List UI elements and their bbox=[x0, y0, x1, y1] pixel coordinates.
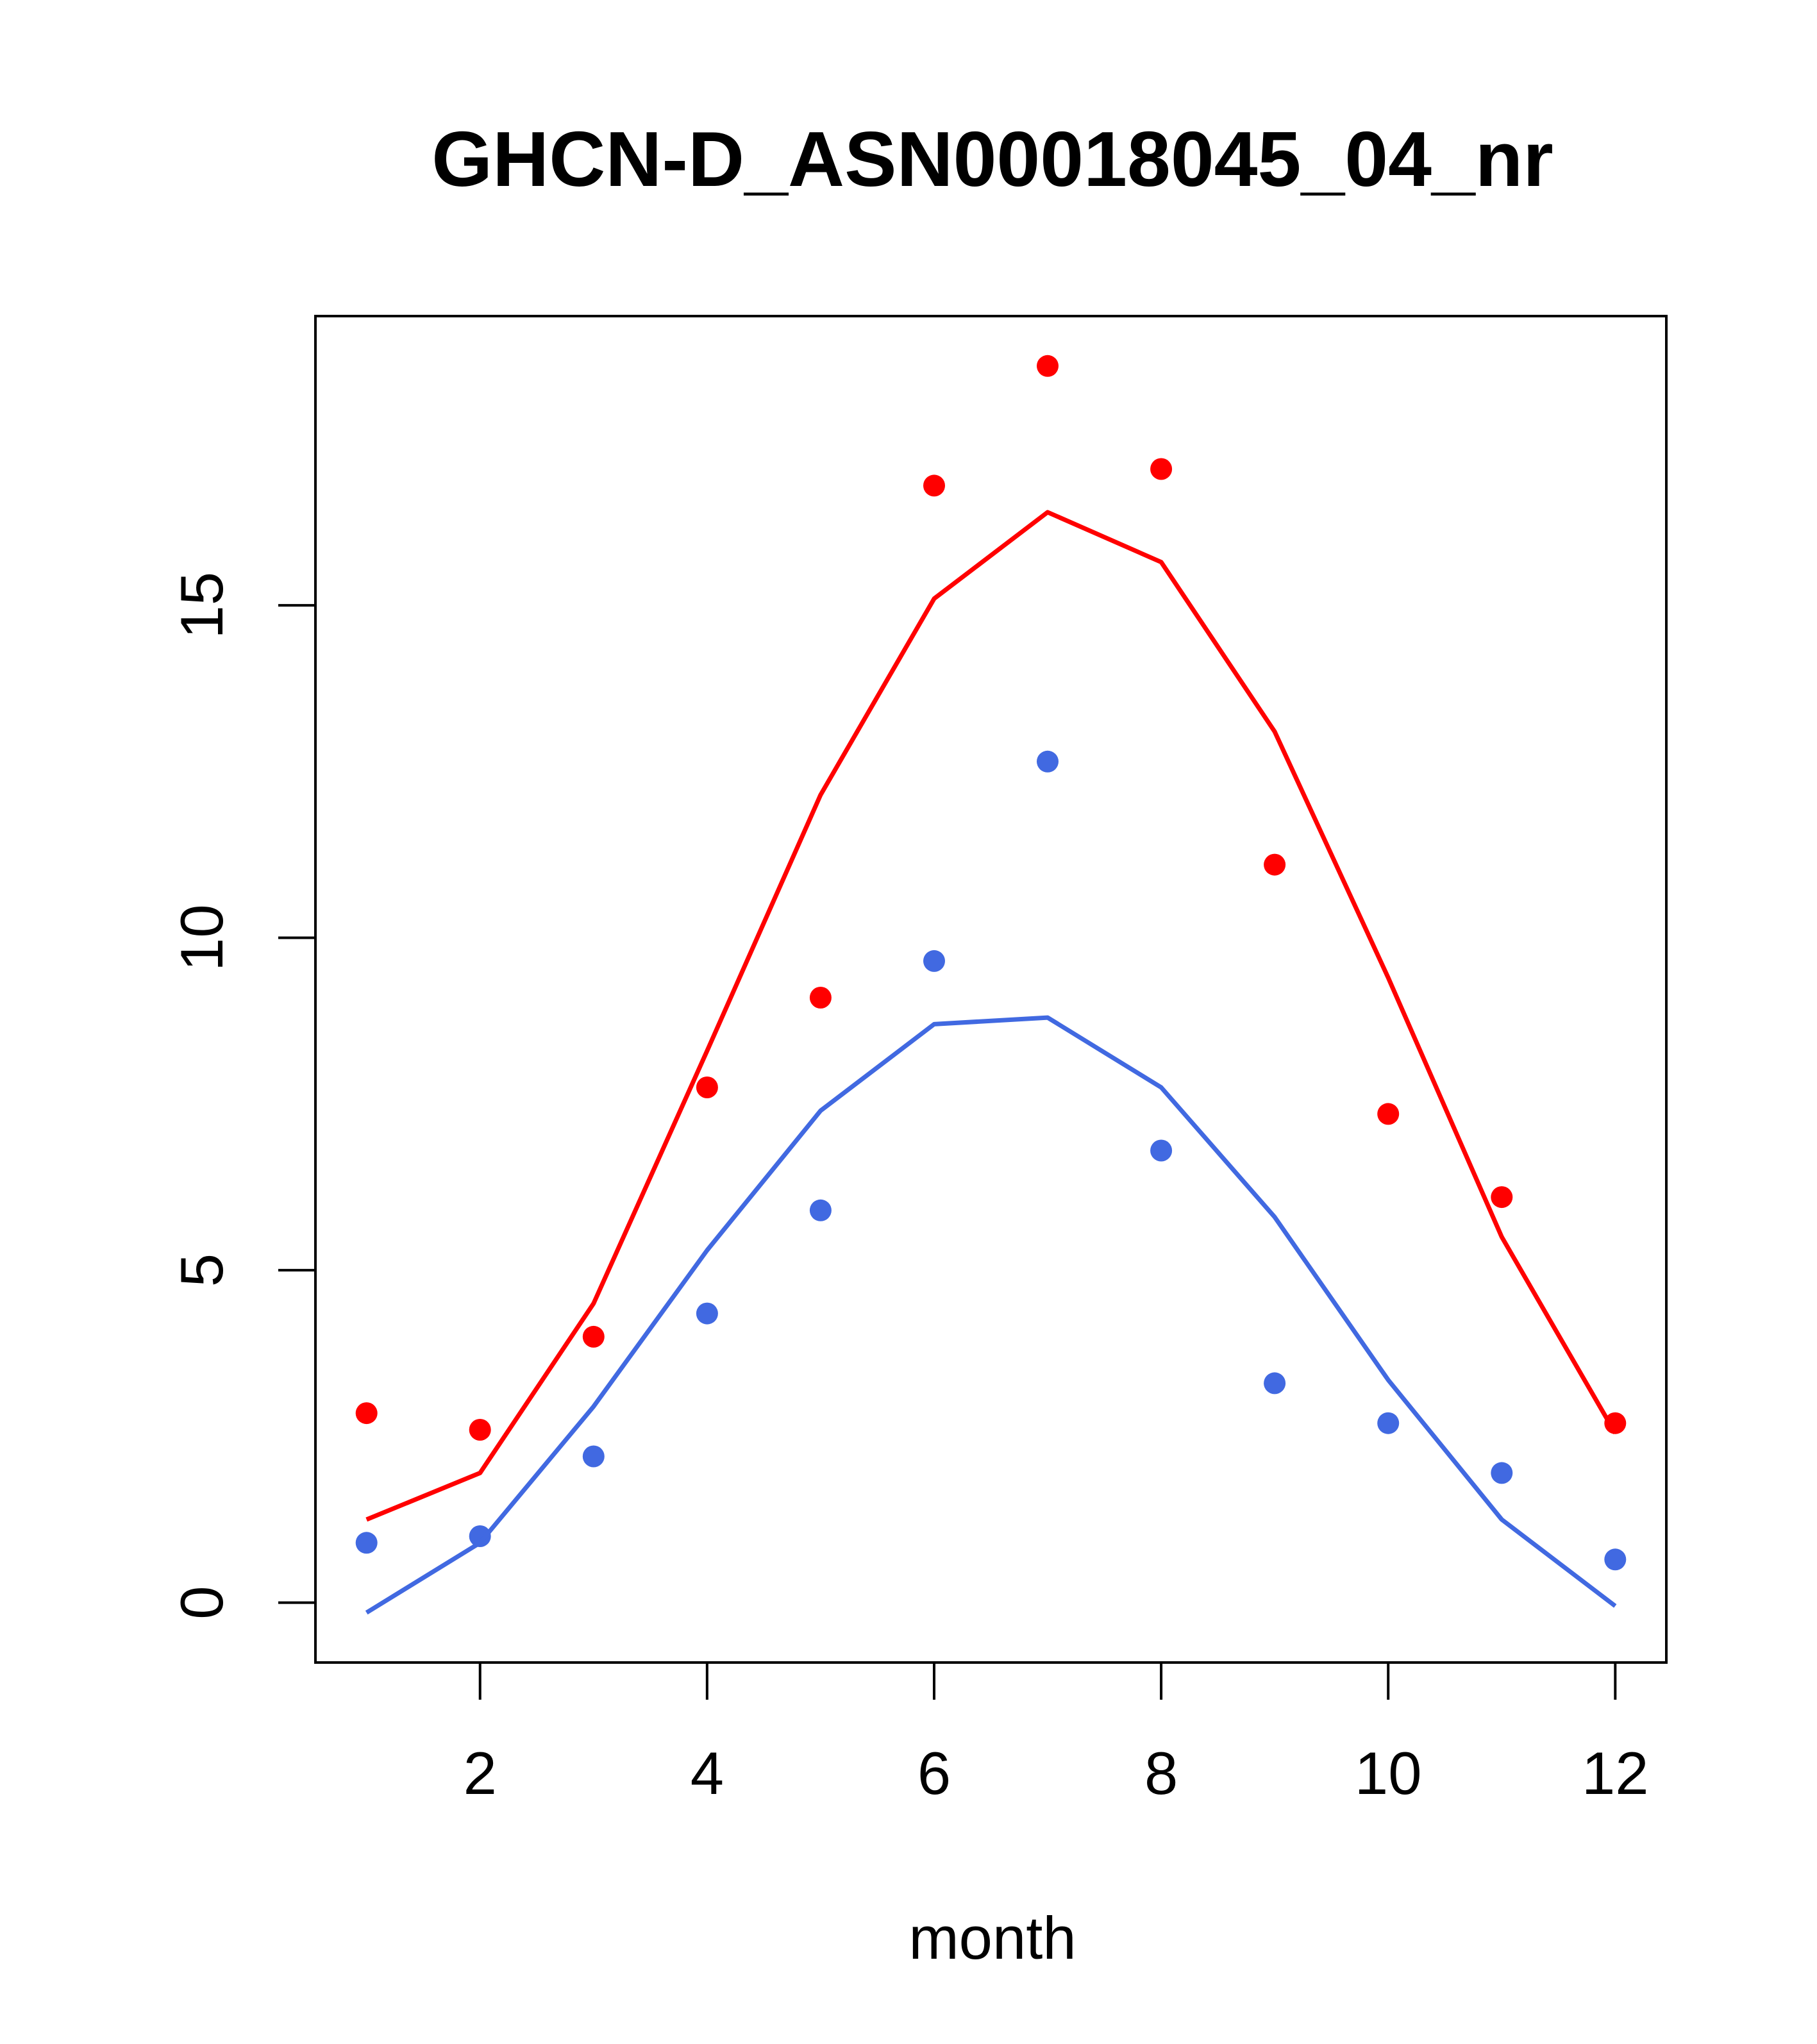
x-tick-label: 2 bbox=[464, 1739, 497, 1807]
x-tick-label: 6 bbox=[917, 1739, 951, 1807]
series-2-point bbox=[809, 1199, 832, 1221]
series-1-line bbox=[365, 510, 1618, 1522]
series-2-point bbox=[1604, 1548, 1627, 1571]
series-0-point bbox=[469, 1419, 491, 1441]
series-2-point bbox=[582, 1445, 605, 1468]
y-tick-label: 5 bbox=[168, 1253, 235, 1287]
x-axis-title: month bbox=[908, 1904, 1076, 1972]
y-tick-label: 10 bbox=[168, 904, 235, 971]
series-2-point bbox=[1150, 1139, 1173, 1162]
series-0-point bbox=[809, 987, 832, 1009]
series-0-point bbox=[1604, 1412, 1627, 1434]
series-2-point bbox=[923, 950, 945, 972]
series-2-point bbox=[1377, 1412, 1400, 1434]
series-2-point bbox=[1491, 1462, 1513, 1484]
series-0-point bbox=[1037, 355, 1059, 377]
x-tick-label: 12 bbox=[1582, 1739, 1649, 1807]
series-3-line bbox=[365, 1015, 1617, 1615]
series-0-point bbox=[1491, 1186, 1513, 1209]
series-0-point bbox=[1150, 458, 1173, 480]
x-axis: 2 4 6 8 10 12 bbox=[464, 1661, 1649, 1807]
plot-area bbox=[355, 355, 1627, 1615]
series-2-point bbox=[469, 1525, 491, 1547]
series-0-point bbox=[582, 1325, 605, 1348]
series-2-point bbox=[1037, 750, 1059, 773]
y-axis: 0 5 10 15 bbox=[168, 572, 317, 1620]
series-2-point bbox=[696, 1302, 718, 1325]
series-2-point bbox=[355, 1532, 378, 1554]
x-tick-label: 8 bbox=[1144, 1739, 1178, 1807]
series-0-point bbox=[923, 474, 945, 497]
series-0-point bbox=[1377, 1103, 1400, 1125]
series-0-point bbox=[355, 1402, 378, 1425]
x-tick-label: 4 bbox=[691, 1739, 724, 1807]
y-tick-label: 15 bbox=[168, 572, 235, 639]
series-0-point bbox=[1264, 853, 1286, 876]
y-tick-label: 0 bbox=[168, 1586, 235, 1620]
series-0-point bbox=[696, 1076, 718, 1098]
x-tick-label: 10 bbox=[1355, 1739, 1422, 1807]
series-2-point bbox=[1264, 1372, 1286, 1395]
chart-title: GHCN-D_ASN00018045_04_nr bbox=[431, 115, 1553, 203]
